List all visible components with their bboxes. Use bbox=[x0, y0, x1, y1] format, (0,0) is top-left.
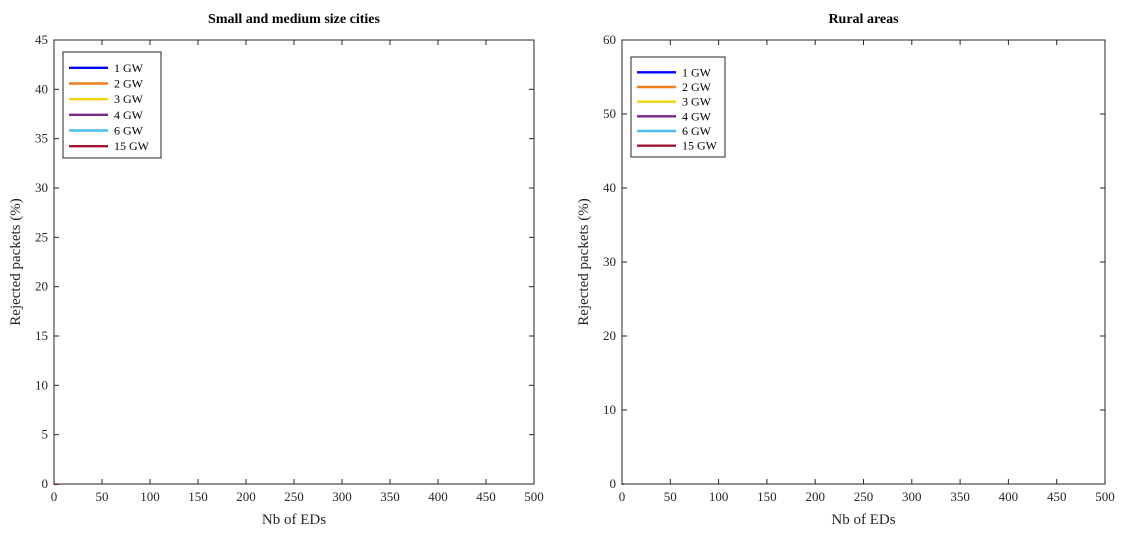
x-tick-label: 450 bbox=[476, 489, 496, 504]
y-tick-label: 0 bbox=[42, 476, 49, 491]
legend-label: 2 GW bbox=[114, 77, 144, 91]
y-tick-label: 30 bbox=[35, 180, 48, 195]
y-tick-label: 40 bbox=[603, 180, 616, 195]
y-tick-label: 25 bbox=[35, 229, 48, 244]
x-tick-label: 300 bbox=[902, 489, 922, 504]
x-tick-label: 450 bbox=[1047, 489, 1067, 504]
y-tick-label: 30 bbox=[603, 254, 616, 269]
chart-title: Rural areas bbox=[828, 12, 899, 27]
x-tick-label: 400 bbox=[428, 489, 448, 504]
y-tick-label: 0 bbox=[610, 476, 617, 491]
legend-label: 1 GW bbox=[114, 61, 144, 75]
x-tick-label: 350 bbox=[950, 489, 970, 504]
chart-title: Small and medium size cities bbox=[208, 12, 380, 27]
x-tick-label: 100 bbox=[709, 489, 729, 504]
x-tick-label: 400 bbox=[999, 489, 1019, 504]
x-tick-label: 300 bbox=[332, 489, 352, 504]
x-tick-label: 0 bbox=[51, 489, 58, 504]
legend-label: 4 GW bbox=[114, 108, 144, 122]
chart-panel: 0 50 100 150 200 250 300 350 400 450 500 0 10 20 30 40 5… bbox=[576, 12, 1115, 528]
y-tick-label: 5 bbox=[42, 427, 49, 442]
legend-box bbox=[62, 51, 162, 159]
x-tick-label: 100 bbox=[140, 489, 160, 504]
x-tick-label: 50 bbox=[96, 489, 109, 504]
y-tick-label: 10 bbox=[603, 402, 616, 417]
legend-box bbox=[630, 56, 726, 158]
legend-label: 6 GW bbox=[114, 124, 144, 138]
x-tick-label: 200 bbox=[805, 489, 825, 504]
y-tick-label: 10 bbox=[35, 377, 48, 392]
legend-label: 3 GW bbox=[682, 95, 712, 109]
x-axis-label: Nb of EDs bbox=[831, 512, 895, 528]
x-tick-label: 150 bbox=[188, 489, 208, 504]
x-tick-label: 0 bbox=[619, 489, 626, 504]
x-tick-label: 200 bbox=[236, 489, 256, 504]
chart-panel: 0 50 100 150 200 250 300 350 400 450 500 0 5 10 15 20 25… bbox=[8, 12, 544, 528]
y-tick-label: 60 bbox=[603, 32, 616, 47]
x-tick-label: 500 bbox=[1095, 489, 1115, 504]
x-tick-label: 250 bbox=[284, 489, 304, 504]
legend-label: 15 GW bbox=[114, 139, 150, 153]
legend-label: 2 GW bbox=[682, 80, 712, 94]
y-tick-label: 50 bbox=[603, 106, 616, 121]
y-tick-label: 15 bbox=[35, 328, 48, 343]
x-tick-label: 500 bbox=[524, 489, 544, 504]
legend-label: 3 GW bbox=[114, 92, 144, 106]
y-tick-label: 45 bbox=[35, 32, 48, 47]
y-tick-label: 40 bbox=[35, 81, 48, 96]
legend-label: 1 GW bbox=[682, 65, 712, 79]
y-tick-label: 20 bbox=[603, 328, 616, 343]
x-axis-label: Nb of EDs bbox=[262, 512, 326, 528]
x-tick-label: 250 bbox=[854, 489, 874, 504]
legend-label: 4 GW bbox=[682, 109, 712, 123]
y-tick-label: 35 bbox=[35, 131, 48, 146]
y-axis-label: Rejected packets (%) bbox=[8, 198, 24, 325]
y-tick-label: 20 bbox=[35, 279, 48, 294]
x-tick-label: 50 bbox=[664, 489, 677, 504]
legend-label: 6 GW bbox=[682, 124, 712, 138]
x-tick-label: 150 bbox=[757, 489, 777, 504]
x-tick-label: 350 bbox=[380, 489, 400, 504]
legend-label: 15 GW bbox=[682, 139, 718, 153]
y-axis-label: Rejected packets (%) bbox=[576, 198, 592, 325]
